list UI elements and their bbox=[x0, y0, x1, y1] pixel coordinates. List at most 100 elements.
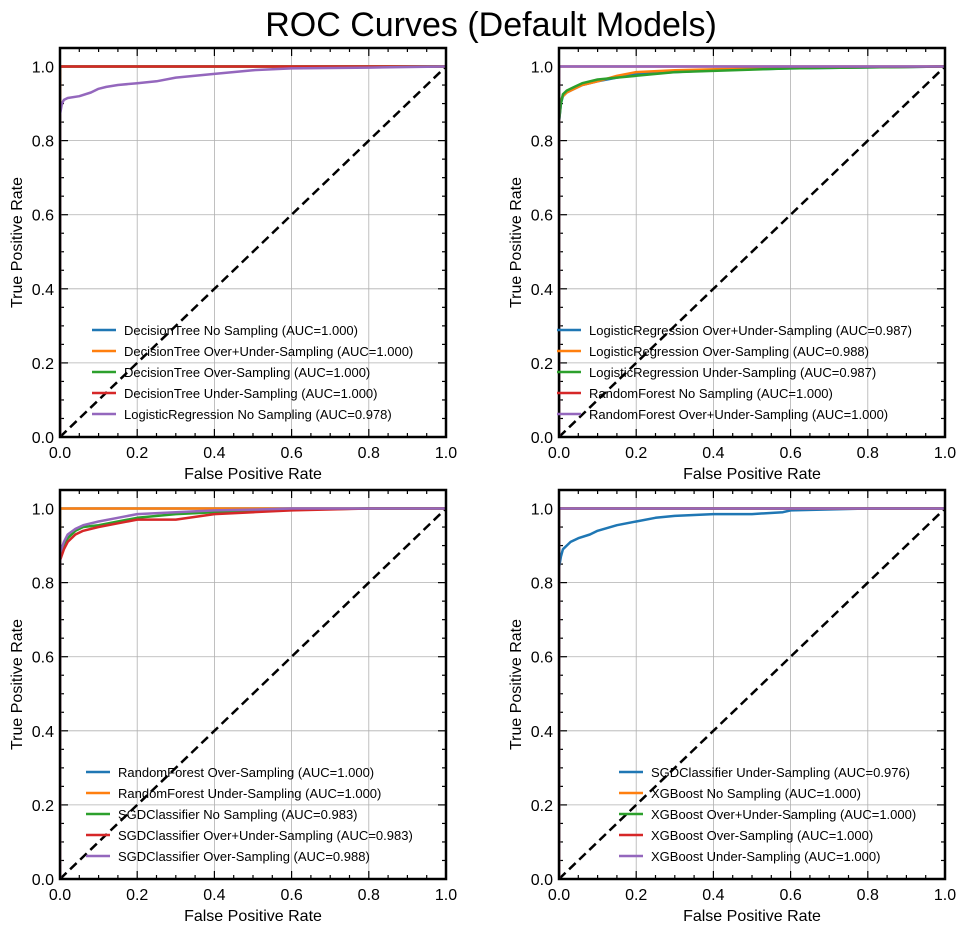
x-tick-label: 0.2 bbox=[625, 445, 647, 462]
roc-curve-4 bbox=[60, 65, 446, 437]
y-tick-label: 0.0 bbox=[531, 430, 553, 447]
legend-entry: RandomForest Over-Sampling (AUC=1.000) bbox=[118, 765, 374, 780]
legend-entry: RandomForest No Sampling (AUC=1.000) bbox=[589, 386, 833, 401]
plot-frame bbox=[58, 46, 448, 439]
plot-frame bbox=[557, 46, 947, 439]
y-tick-label: 0.6 bbox=[531, 650, 553, 667]
legend: SGDClassifier Under-Sampling (AUC=0.976)… bbox=[619, 765, 916, 864]
x-tick-label: 1.0 bbox=[435, 445, 457, 462]
legend: LogisticRegression Over+Under-Sampling (… bbox=[557, 323, 912, 422]
y-axis-label: True Positive Rate bbox=[9, 619, 26, 750]
x-axis-label: False Positive Rate bbox=[184, 908, 322, 925]
x-tick-label: 0.0 bbox=[548, 445, 570, 462]
legend-entry: XGBoost Over+Under-Sampling (AUC=1.000) bbox=[651, 807, 916, 822]
x-tick-label: 1.0 bbox=[435, 887, 457, 904]
x-tick-label: 0.0 bbox=[49, 445, 71, 462]
y-tick-label: 0.0 bbox=[32, 430, 54, 447]
legend-entry: RandomForest Under-Sampling (AUC=1.000) bbox=[118, 786, 381, 801]
y-axis-label: True Positive Rate bbox=[9, 177, 26, 308]
x-tick-label: 0.4 bbox=[702, 445, 724, 462]
roc-curve-1 bbox=[559, 507, 945, 879]
y-tick-label: 0.6 bbox=[531, 208, 553, 225]
y-tick-label: 0.4 bbox=[531, 282, 553, 299]
x-axis-label: False Positive Rate bbox=[683, 466, 821, 483]
x-tick-label: 0.6 bbox=[779, 887, 801, 904]
x-tick-label: 0.6 bbox=[280, 445, 302, 462]
y-tick-label: 0.6 bbox=[32, 208, 54, 225]
chance-diagonal-line bbox=[60, 65, 446, 437]
x-tick-label: 1.0 bbox=[934, 887, 956, 904]
y-tick-label: 0.6 bbox=[32, 650, 54, 667]
roc-curve-3 bbox=[559, 65, 945, 437]
y-tick-label: 0.4 bbox=[32, 724, 54, 741]
x-tick-label: 0.4 bbox=[203, 445, 225, 462]
x-tick-label: 0.6 bbox=[779, 445, 801, 462]
x-tick-label: 0.8 bbox=[358, 445, 380, 462]
y-tick-label: 0.2 bbox=[32, 798, 54, 815]
legend-entry: SGDClassifier Over-Sampling (AUC=0.988) bbox=[118, 849, 370, 864]
legend-entry: DecisionTree No Sampling (AUC=1.000) bbox=[124, 323, 358, 338]
roc-panel-1: 0.0 0.2 0.4 0.6 0.8 1.0 0.0 0.2 0.4 0.6 0.8 1.0 Fals… bbox=[9, 46, 457, 483]
roc-panel-3: 0.0 0.2 0.4 0.6 0.8 1.0 0.0 0.2 0.4 0.6 0.8 1.0 Fals… bbox=[9, 488, 457, 925]
x-tick-label: 0.2 bbox=[126, 887, 148, 904]
y-tick-label: 0.2 bbox=[531, 356, 553, 373]
legend-entry: XGBoost Under-Sampling (AUC=1.000) bbox=[651, 849, 880, 864]
legend-entry: LogisticRegression Over-Sampling (AUC=0.… bbox=[589, 344, 869, 359]
legend-entry: RandomForest Over+Under-Sampling (AUC=1.… bbox=[589, 407, 888, 422]
y-tick-label: 0.4 bbox=[32, 282, 54, 299]
roc-curve-5 bbox=[559, 65, 945, 437]
roc-curve-5 bbox=[559, 507, 945, 879]
legend-entry: SGDClassifier Over+Under-Sampling (AUC=0… bbox=[118, 828, 413, 843]
legend: RandomForest Over-Sampling (AUC=1.000) Ra… bbox=[86, 765, 413, 864]
plot-frame bbox=[557, 488, 947, 881]
y-axis-label: True Positive Rate bbox=[508, 619, 525, 750]
x-tick-label: 0.2 bbox=[625, 887, 647, 904]
y-tick-label: 0.2 bbox=[531, 798, 553, 815]
y-tick-label: 0.8 bbox=[531, 576, 553, 593]
x-tick-label: 0.8 bbox=[358, 887, 380, 904]
x-tick-label: 1.0 bbox=[934, 445, 956, 462]
legend-entry: DecisionTree Over-Sampling (AUC=1.000) bbox=[124, 365, 370, 380]
y-tick-label: 1.0 bbox=[32, 60, 54, 77]
chance-diagonal-line bbox=[60, 507, 446, 879]
chance-diagonal-line bbox=[559, 65, 945, 437]
plot-frame bbox=[58, 488, 448, 881]
y-tick-label: 1.0 bbox=[32, 502, 54, 519]
y-tick-label: 0.0 bbox=[32, 872, 54, 889]
roc-curve-5 bbox=[60, 507, 446, 879]
chance-diagonal-line bbox=[559, 507, 945, 879]
legend-entry: SGDClassifier No Sampling (AUC=0.983) bbox=[118, 807, 358, 822]
y-axis-label: True Positive Rate bbox=[508, 177, 525, 308]
roc-panel-2: 0.0 0.2 0.4 0.6 0.8 1.0 0.0 0.2 0.4 0.6 0.8 1.0 Fals… bbox=[508, 46, 956, 483]
y-tick-label: 1.0 bbox=[531, 502, 553, 519]
legend-entry: LogisticRegression Over+Under-Sampling (… bbox=[589, 323, 912, 338]
x-tick-label: 0.8 bbox=[857, 887, 879, 904]
legend-entry: DecisionTree Over+Under-Sampling (AUC=1.… bbox=[124, 344, 413, 359]
x-tick-label: 0.8 bbox=[857, 445, 879, 462]
x-tick-label: 0.6 bbox=[280, 887, 302, 904]
x-tick-label: 0.2 bbox=[126, 445, 148, 462]
x-tick-label: 0.0 bbox=[548, 887, 570, 904]
y-tick-label: 0.8 bbox=[32, 576, 54, 593]
roc-panel-4: 0.0 0.2 0.4 0.6 0.8 1.0 0.0 0.2 0.4 0.6 0.8 1.0 Fals… bbox=[508, 488, 956, 925]
x-tick-label: 0.4 bbox=[702, 887, 724, 904]
legend-entry: LogisticRegression Under-Sampling (AUC=0… bbox=[589, 365, 876, 380]
y-tick-label: 0.0 bbox=[531, 872, 553, 889]
legend-entry: XGBoost No Sampling (AUC=1.000) bbox=[651, 786, 861, 801]
x-axis-label: False Positive Rate bbox=[683, 908, 821, 925]
y-tick-label: 0.4 bbox=[531, 724, 553, 741]
legend: DecisionTree No Sampling (AUC=1.000) Deci… bbox=[92, 323, 413, 422]
x-tick-label: 0.0 bbox=[49, 887, 71, 904]
y-tick-label: 0.8 bbox=[32, 134, 54, 151]
y-tick-label: 0.8 bbox=[531, 134, 553, 151]
legend-entry: SGDClassifier Under-Sampling (AUC=0.976) bbox=[651, 765, 910, 780]
legend-entry: LogisticRegression No Sampling (AUC=0.97… bbox=[124, 407, 392, 422]
x-axis-label: False Positive Rate bbox=[184, 466, 322, 483]
y-tick-label: 1.0 bbox=[531, 60, 553, 77]
x-tick-label: 0.4 bbox=[203, 887, 225, 904]
figure-title: ROC Curves (Default Models) bbox=[265, 6, 717, 44]
roc-curve-5 bbox=[60, 65, 446, 437]
legend-entry: XGBoost Over-Sampling (AUC=1.000) bbox=[651, 828, 873, 843]
roc-curve-4 bbox=[60, 507, 446, 879]
